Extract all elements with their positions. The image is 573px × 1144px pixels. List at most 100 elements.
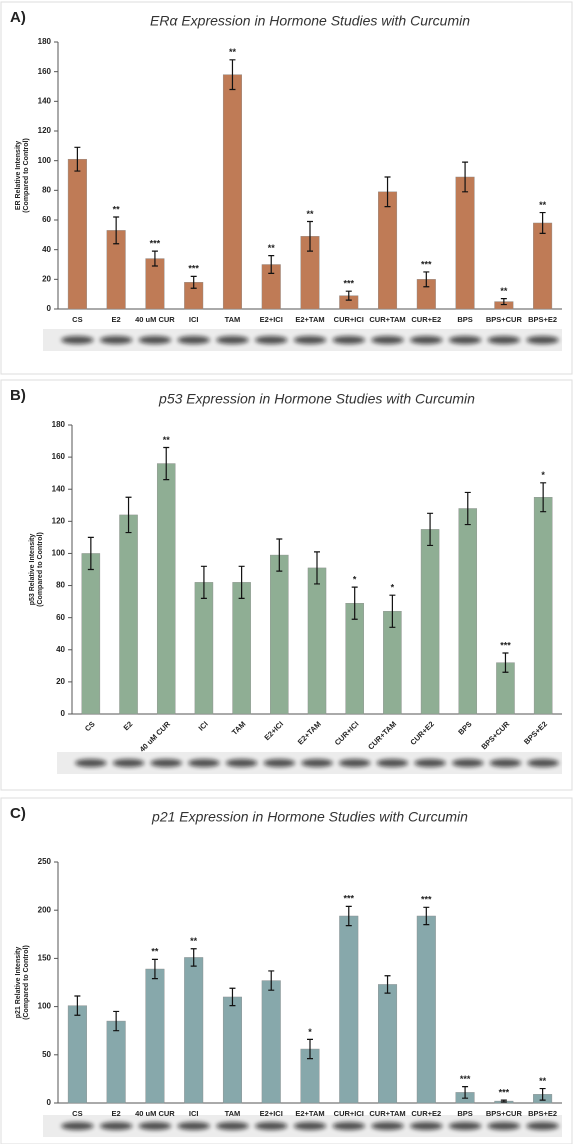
blot-band [139,1122,172,1130]
x-tick-label: E2 [112,315,121,324]
x-tick-label: E2+ICI [260,315,283,324]
bar [68,159,87,309]
blot-band [100,1122,133,1130]
x-tick-label: E2+ICI [262,719,285,742]
significance: *** [150,239,161,249]
bar [262,981,281,1103]
bar [378,984,397,1103]
significance: ** [163,435,171,445]
panel-label: A) [10,9,26,26]
significance: ** [500,286,508,296]
x-tick-label: BPS [457,1109,472,1118]
x-tick-label: CS [72,1109,82,1118]
blot-band [371,336,404,344]
y-tick-label: 0 [47,1098,52,1107]
bar [157,464,175,714]
blot-band [526,336,559,344]
x-tick-label: TAM [225,1109,241,1118]
significance: *** [344,894,355,904]
blot-band [414,759,446,767]
significance: ** [539,1076,547,1086]
y-tick-label: 0 [61,709,66,718]
bar [308,568,326,714]
significance: ** [229,47,237,57]
bar [184,957,203,1103]
blot-band [113,759,145,767]
chart-title: ERα Expression in Hormone Studies with C… [150,13,470,29]
significance: ** [151,947,159,957]
significance: ** [113,204,121,214]
y-axis-label: (Compared to Control) [23,138,30,213]
y-tick-label: 160 [38,67,52,76]
x-tick-label: 40 uM CUR [135,315,175,324]
panel: C) p21 Expression in Hormone Studies with… [1,798,572,1144]
x-tick-label: TAM [225,315,241,324]
significance: *** [188,264,199,274]
x-tick-label: CUR+E2 [411,315,441,324]
figure: A) ERα Expression in Hormone Studies with… [0,0,573,1144]
bar [107,1021,126,1103]
y-tick-label: 120 [38,126,52,135]
y-tick-label: 150 [38,954,52,963]
significance: *** [460,1074,471,1084]
bar [270,555,288,714]
x-tick-label: BPS+E2 [528,315,557,324]
x-tick-label: E2+TAM [295,1109,324,1118]
x-tick-label: CUR+TAM [369,315,405,324]
bar [233,582,251,714]
x-tick-label: CUR+ICI [333,719,361,747]
chart-title: p53 Expression in Hormone Studies with C… [158,391,475,407]
x-tick-label: BPS+E2 [522,719,549,746]
bar [223,997,242,1103]
bar [68,1006,87,1103]
x-tick-label: E2+ICI [260,1109,283,1118]
x-tick-label: CUR+TAM [366,719,398,751]
y-tick-label: 60 [56,613,65,622]
blot-band [100,336,133,344]
blot-band [490,759,522,767]
y-tick-label: 200 [38,905,52,914]
y-axis-label: p53 Relative Intensity [29,534,36,606]
blot-band [294,1122,327,1130]
y-tick-label: 140 [52,484,66,493]
x-tick-label: 40 uM CUR [135,1109,175,1118]
x-tick-label: CUR+E2 [411,1109,441,1118]
significance: ** [539,200,547,210]
significance: *** [500,640,511,650]
y-tick-label: 40 [42,245,51,254]
blot-band [150,759,182,767]
y-tick-label: 40 [56,645,65,654]
blot-band [449,1122,482,1130]
y-axis-label: (Compared to Control) [37,532,44,607]
blot-band [332,1122,365,1130]
y-tick-label: 100 [38,156,52,165]
significance: * [353,575,357,585]
blot-band [216,1122,249,1130]
blot-band [377,759,409,767]
bar [146,969,165,1103]
x-tick-label: ICI [189,1109,199,1118]
panel: B) p53 Expression in Hormone Studies with… [1,380,572,790]
x-tick-label: E2+TAM [295,315,324,324]
x-tick-label: 40 uM CUR [138,719,173,754]
y-tick-label: 80 [42,185,51,194]
x-tick-label: CUR+E2 [408,719,435,746]
y-tick-label: 140 [38,96,52,105]
significance: ** [268,243,276,253]
y-tick-label: 50 [42,1050,51,1059]
blot-band [488,336,521,344]
blot-band [61,1122,94,1130]
y-tick-label: 20 [56,677,65,686]
y-axis-label: p21 Relative Intensity [15,947,22,1019]
significance: * [541,470,545,480]
chart-title: p21 Expression in Hormone Studies with C… [151,809,468,825]
significance: *** [421,895,432,905]
panel-label: B) [10,387,26,404]
x-tick-label: BPS [457,315,472,324]
blot-band [177,336,210,344]
x-tick-label: CS [72,315,82,324]
x-tick-label: CUR+TAM [369,1109,405,1118]
bar [417,916,436,1103]
significance: ** [306,209,314,219]
panel-label: C) [10,805,26,822]
